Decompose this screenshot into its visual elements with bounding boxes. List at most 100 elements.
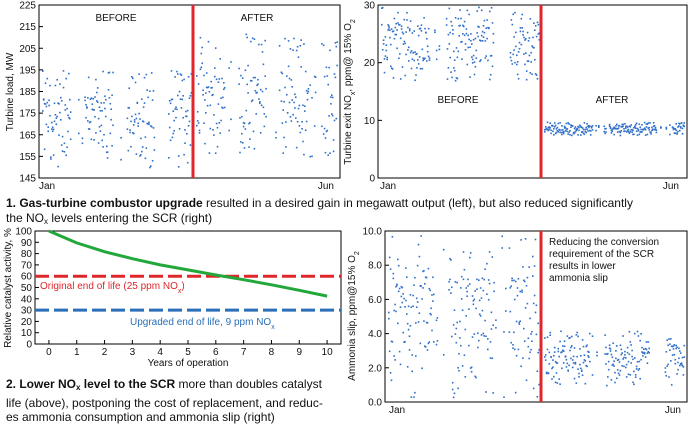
nox-point-444 — [626, 129, 629, 132]
load-point-284 — [212, 93, 214, 96]
nox-point-191 — [480, 59, 482, 61]
load-point-468 — [329, 152, 331, 154]
ammonia-point-219 — [508, 247, 511, 249]
nox-point-461 — [634, 125, 636, 128]
nox-point-528 — [677, 126, 679, 128]
ammonia-point-535 — [683, 344, 686, 347]
ammonia-point-270 — [532, 255, 534, 258]
ammonia-point-306 — [553, 355, 555, 357]
ammonia-point-121 — [453, 309, 456, 311]
load-point-13 — [47, 130, 49, 133]
ammonia-point-103 — [435, 343, 438, 346]
nox-point-222 — [510, 19, 513, 21]
nox-point-179 — [474, 65, 477, 68]
load-point-304 — [221, 77, 223, 80]
load-point-389 — [283, 100, 285, 103]
ammonia-point-69 — [418, 312, 421, 314]
load-point-146 — [132, 132, 134, 134]
ammonia-point-308 — [553, 346, 556, 349]
load-point-276 — [208, 91, 211, 93]
load-point-161 — [138, 73, 140, 75]
nox-point-231 — [514, 61, 516, 64]
nox-point-529 — [677, 130, 679, 133]
load-point-60 — [69, 117, 71, 120]
nox-point-87 — [419, 67, 422, 70]
ammonia-point-362 — [578, 376, 580, 378]
load-point-153 — [134, 81, 137, 84]
ammonia-point-108 — [448, 289, 450, 291]
catalyst-xlabel: Years of operation — [148, 358, 229, 369]
ammonia-point-502 — [669, 349, 671, 351]
load-point-270 — [205, 72, 208, 74]
load-point-147 — [132, 77, 134, 80]
nox-point-313 — [555, 128, 558, 130]
ammonia-point-46 — [408, 349, 411, 351]
nox-point-404 — [608, 123, 611, 126]
nox-point-129 — [452, 29, 454, 31]
load-point-92 — [95, 132, 97, 134]
load-point-426 — [300, 66, 302, 68]
load-point-381 — [278, 45, 281, 47]
catalyst-ytick-4: 40 — [21, 294, 33, 305]
ammonia-point-201 — [489, 341, 492, 343]
nox-point-239 — [517, 77, 520, 80]
ammonia-point-386 — [589, 360, 591, 363]
nox-point-150 — [462, 24, 464, 27]
load-point-314 — [230, 118, 232, 121]
nox-point-264 — [529, 72, 532, 74]
load-point-208 — [173, 119, 175, 122]
nox-point-11 — [385, 44, 388, 46]
ammonia-point-318 — [558, 378, 560, 380]
nox-point-464 — [635, 130, 638, 133]
ammonia-point-352 — [573, 347, 576, 349]
ammonia-point-13 — [393, 355, 395, 357]
ammonia-point-7 — [390, 340, 393, 343]
nox-point-19 — [389, 36, 391, 39]
ammonia-point-375 — [583, 359, 586, 361]
nox-point-261 — [527, 60, 530, 62]
load-point-295 — [216, 145, 219, 148]
load-point-384 — [281, 122, 284, 124]
caption-2-line3: es ammonia consumption and ammonia slip … — [6, 410, 275, 424]
ammonia-point-337 — [566, 362, 569, 365]
ammonia-point-360 — [577, 368, 579, 370]
load-point-42 — [60, 100, 63, 102]
ammonia-point-56 — [413, 396, 415, 398]
load-point-297 — [217, 81, 220, 83]
load-point-57 — [67, 114, 69, 117]
nox-point-135 — [454, 17, 457, 19]
nox-point-197 — [482, 25, 485, 27]
nox-point-362 — [578, 126, 580, 129]
nox-point-388 — [589, 130, 592, 132]
ammonia-point-148 — [466, 290, 468, 293]
nox-point-38 — [398, 57, 400, 60]
catalyst-ytick-7: 70 — [21, 260, 33, 271]
load-point-64 — [78, 98, 80, 101]
catalyst-ytick-1: 10 — [21, 328, 33, 339]
nox-point-30 — [394, 26, 397, 29]
ammonia-point-246 — [521, 291, 523, 293]
nox-point-385 — [588, 125, 590, 127]
nox-point-355 — [574, 130, 577, 133]
nox-point-259 — [526, 60, 529, 62]
nox-point-272 — [533, 22, 535, 24]
nox-point-428 — [619, 131, 622, 134]
load-point-411 — [293, 37, 295, 40]
load-point-358 — [257, 78, 259, 81]
nox-point-402 — [605, 127, 607, 130]
load-point-218 — [177, 166, 180, 168]
nox-point-334 — [565, 128, 568, 131]
nox-point-326 — [562, 129, 564, 131]
load-point-230 — [183, 153, 185, 156]
load-point-457 — [323, 127, 326, 130]
load-point-105 — [100, 124, 103, 127]
load-point-323 — [241, 115, 243, 118]
load-point-226 — [181, 98, 184, 101]
ammonia-point-29 — [400, 285, 403, 288]
nox-point-352 — [573, 132, 576, 134]
ammonia-point-228 — [513, 279, 515, 282]
load-point-454 — [322, 133, 325, 135]
ammonia-point-92 — [429, 289, 431, 292]
ammonia-point-419 — [616, 377, 618, 380]
